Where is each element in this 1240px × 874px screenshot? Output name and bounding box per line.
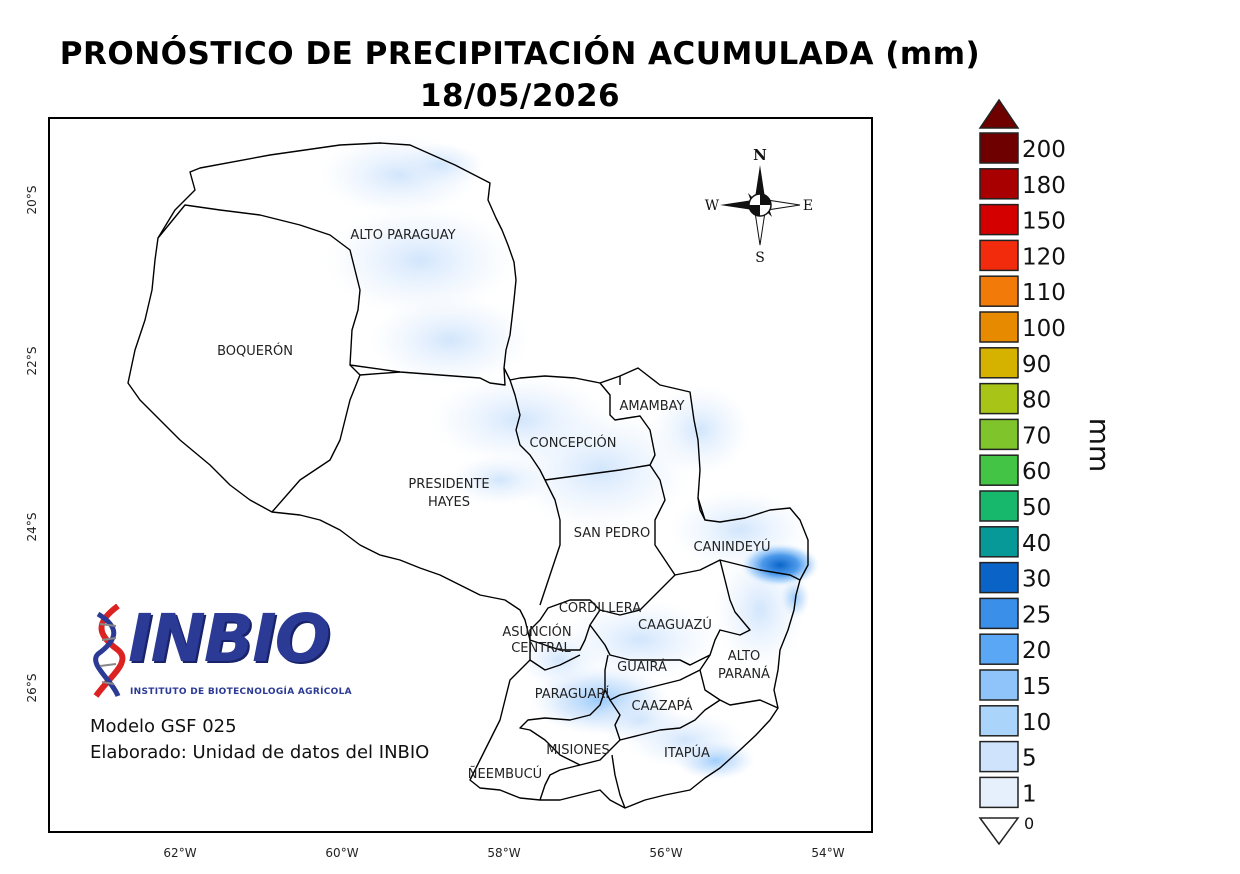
- legend-swatch: [979, 239, 1019, 272]
- legend-swatch: [979, 633, 1019, 665]
- y-axis: 20°S 22°S 24°S 26°S: [25, 186, 39, 703]
- dept-label-san-pedro: SAN PEDRO: [574, 526, 651, 541]
- dept-label-concepcion: CONCEPCIÓN: [529, 435, 616, 451]
- legend-swatch: [979, 705, 1019, 737]
- legend-level-label: 20: [1022, 638, 1051, 664]
- legend-level-label: 100: [1022, 316, 1066, 342]
- legend-level-label: 25: [1022, 602, 1051, 628]
- author-note: Elaborado: Unidad de datos del INBIO: [90, 742, 430, 763]
- dept-label-alto-paraguay: ALTO PARAGUAY: [350, 228, 455, 243]
- dept-label-itapua: ITAPÚA: [664, 745, 710, 761]
- x-tick-label: 56°W: [649, 846, 682, 860]
- legend-min-label: 0: [1024, 814, 1034, 833]
- legend-swatch: [979, 669, 1019, 701]
- y-tick-label: 20°S: [25, 186, 39, 215]
- compass-east: E: [803, 198, 813, 214]
- model-note: Modelo GSF 025: [90, 716, 237, 737]
- compass-rose-icon: N S E W: [705, 146, 813, 266]
- dept-label-caazapa: CAAZAPÁ: [632, 698, 693, 714]
- legend-level-label: 50: [1022, 495, 1051, 521]
- logo-text: INBIO: [128, 600, 331, 677]
- color-legend: 2001801501201101009080706050403025201510…: [978, 98, 1116, 846]
- dept-label-presidente-hayes-line1: PRESIDENTE: [408, 477, 489, 492]
- y-tick-label: 22°S: [25, 347, 39, 376]
- legend-max-arrow-icon: [978, 98, 1020, 129]
- dept-label-amambay: AMAMBAY: [620, 399, 685, 414]
- dept-label-central: CENTRAL: [511, 641, 571, 656]
- legend-swatch: [979, 347, 1019, 379]
- legend-swatch: [979, 203, 1019, 236]
- legend-level-label: 120: [1022, 244, 1066, 270]
- compass-south: S: [755, 250, 765, 266]
- legend-min-arrow-icon: [978, 817, 1020, 846]
- inbio-logo: INBIO INSTITUTO DE BIOTECNOLOGÍA AGRÍCOL…: [88, 600, 352, 700]
- compass-north: N: [753, 146, 767, 164]
- legend-swatch: [979, 490, 1019, 522]
- legend-level-label: 200: [1022, 137, 1066, 163]
- legend-unit: mm: [1083, 418, 1116, 473]
- legend-level-label: 30: [1022, 567, 1051, 593]
- map-title: PRONÓSTICO DE PRECIPITACIÓN ACUMULADA (m…: [59, 36, 981, 72]
- legend-level-label: 180: [1022, 173, 1066, 199]
- legend-swatch: [979, 168, 1019, 200]
- legend-swatch: [979, 454, 1019, 486]
- department-borders: [127, 142, 809, 809]
- dept-label-alto-parana-line2: PARANÁ: [718, 666, 770, 682]
- legend-swatch: [979, 561, 1019, 594]
- legend-level-label: 1: [1022, 781, 1037, 807]
- legend-level-label: 90: [1022, 352, 1051, 378]
- legend-swatch: [979, 526, 1019, 558]
- legend-swatch: [979, 740, 1019, 773]
- map-date: 18/05/2026: [419, 78, 621, 114]
- dept-label-asuncion: ASUNCIÓN: [502, 624, 571, 640]
- compass-west: W: [705, 198, 720, 214]
- x-tick-label: 58°W: [487, 846, 520, 860]
- legend-swatch: [979, 418, 1019, 451]
- y-tick-label: 26°S: [25, 674, 39, 703]
- dept-label-canindeyu: CANINDEYÚ: [694, 539, 771, 555]
- department-labels: ALTO PARAGUAY BOQUERÓN PRESIDENTE HAYES …: [217, 228, 770, 782]
- dept-label-guaira: GUAIRÁ: [617, 659, 667, 675]
- legend-swatch: [979, 275, 1019, 307]
- dna-helix-icon: [93, 604, 126, 698]
- dept-label-paraguari: PARAGUARÍ: [535, 686, 610, 702]
- legend-swatch: [979, 597, 1019, 630]
- x-tick-label: 62°W: [163, 846, 196, 860]
- x-axis: 62°W 60°W 58°W 56°W 54°W: [163, 846, 844, 860]
- dept-label-misiones: MISIONES: [546, 743, 610, 758]
- legend-level-label: 110: [1022, 280, 1066, 306]
- legend-swatch: [979, 311, 1019, 343]
- dept-label-presidente-hayes-line2: HAYES: [428, 495, 470, 510]
- dept-label-boqueron: BOQUERÓN: [217, 343, 293, 359]
- legend-level-label: 15: [1022, 674, 1051, 700]
- dept-label-alto-parana-line1: ALTO: [728, 649, 761, 664]
- dept-label-caaguazu: CAAGUAZÚ: [638, 617, 712, 633]
- legend-level-label: 80: [1022, 388, 1051, 414]
- dept-label-neembucu: ÑEEMBUCÚ: [468, 766, 542, 782]
- y-tick-label: 24°S: [25, 513, 39, 542]
- legend-level-label: 40: [1022, 531, 1051, 557]
- legend-level-label: 5: [1022, 746, 1037, 772]
- dept-label-cordillera: CORDILLERA: [559, 601, 641, 616]
- legend-swatch: [979, 776, 1019, 809]
- x-tick-label: 54°W: [811, 846, 844, 860]
- legend-swatch: [979, 382, 1019, 415]
- legend-swatch: [979, 132, 1019, 164]
- x-tick-label: 60°W: [325, 846, 358, 860]
- legend-level-label: 60: [1022, 459, 1051, 485]
- legend-level-label: 70: [1022, 423, 1051, 449]
- legend-level-label: 150: [1022, 209, 1066, 235]
- logo-subtitle: INSTITUTO DE BIOTECNOLOGÍA AGRÍCOLA: [130, 687, 352, 697]
- legend-level-label: 10: [1022, 710, 1051, 736]
